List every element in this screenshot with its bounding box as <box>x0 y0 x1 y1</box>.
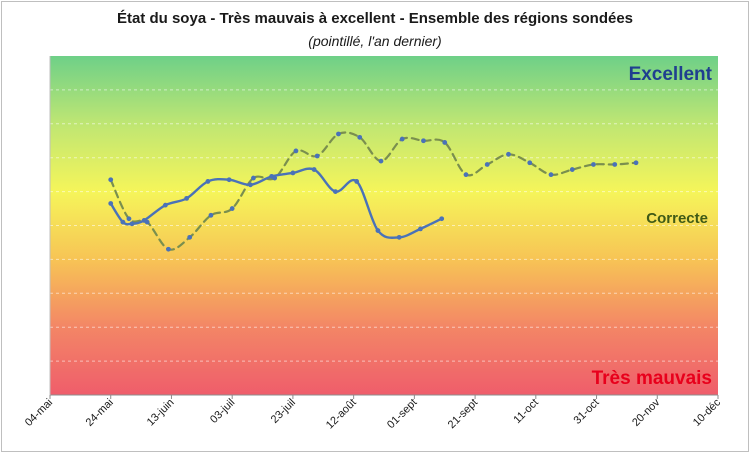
data-point-last-year <box>612 162 618 167</box>
plot-background <box>50 56 718 395</box>
x-tick-label: 31-oct <box>572 397 602 427</box>
data-point-last-year <box>293 148 299 154</box>
data-point-last-year <box>633 160 639 166</box>
data-point-current-year <box>418 226 423 232</box>
data-point-last-year <box>569 167 575 172</box>
data-point-last-year <box>229 206 235 211</box>
data-point-last-year <box>208 212 214 218</box>
data-point-last-year <box>166 246 171 252</box>
data-point-current-year <box>354 179 360 184</box>
data-point-last-year <box>126 216 132 222</box>
data-point-current-year <box>108 201 114 206</box>
data-point-last-year <box>251 175 256 181</box>
data-point-last-year <box>463 172 469 178</box>
data-point-last-year <box>187 234 193 240</box>
data-point-last-year <box>442 140 448 145</box>
data-point-current-year <box>226 177 232 183</box>
x-tick-label: 10-déc <box>691 396 724 429</box>
data-point-last-year <box>336 131 341 137</box>
data-point-current-year <box>120 219 126 225</box>
data-point-current-year <box>141 218 147 223</box>
x-tick-label: 23-juil <box>269 397 298 426</box>
x-tick-label: 03-juil <box>208 397 237 426</box>
data-point-current-year <box>162 202 168 208</box>
data-point-last-year <box>357 134 363 140</box>
x-tick-label: 13-juin <box>145 397 177 429</box>
data-point-current-year <box>184 195 190 201</box>
band-label-correcte: Correcte <box>646 210 708 227</box>
x-tick-label: 11-oct <box>511 397 541 427</box>
data-point-last-year <box>506 151 511 157</box>
data-point-current-year <box>333 189 338 195</box>
data-point-last-year <box>378 158 384 164</box>
data-point-last-year <box>548 172 554 178</box>
data-point-last-year <box>421 138 426 144</box>
data-point-current-year <box>248 182 253 188</box>
data-point-current-year <box>205 179 211 184</box>
data-point-current-year <box>290 170 296 176</box>
band-label-excellent: Excellent <box>628 64 712 85</box>
data-point-current-year <box>311 167 317 172</box>
data-point-current-year <box>439 216 445 222</box>
data-point-current-year <box>375 228 381 233</box>
band-label-tres-mauvais: Très mauvais <box>591 368 712 389</box>
data-point-last-year <box>399 136 405 142</box>
x-tick-label: 12-août <box>324 397 359 432</box>
chart-title: État du soya - Très mauvais à excellent … <box>116 10 634 27</box>
data-point-current-year <box>396 234 402 240</box>
x-tick-label: 21-sept <box>446 397 480 431</box>
x-tick-label: 24-mai <box>84 397 116 429</box>
data-point-last-year <box>314 153 320 159</box>
x-tick-label: 01-sept <box>385 397 419 431</box>
data-point-last-year <box>527 160 533 166</box>
data-point-last-year <box>484 162 490 167</box>
x-tick-label: 20-nov <box>630 396 663 429</box>
data-point-last-year <box>591 162 596 167</box>
data-point-current-year <box>269 173 275 179</box>
data-point-last-year <box>108 177 114 183</box>
chart-subtitle: (pointillé, l'an dernier) <box>308 33 442 49</box>
x-tick-label: 04-mai <box>23 397 55 429</box>
data-point-current-year <box>129 221 135 227</box>
